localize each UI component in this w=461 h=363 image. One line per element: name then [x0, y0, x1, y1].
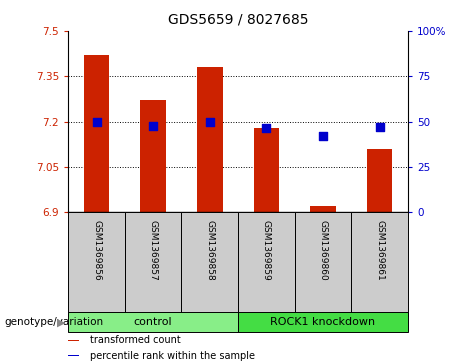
Text: GSM1369857: GSM1369857 [148, 220, 158, 280]
Point [93, 119, 100, 125]
Bar [310, 206, 336, 212]
Text: percentile rank within the sample: percentile rank within the sample [90, 351, 255, 360]
Text: transformed count: transformed count [90, 335, 181, 345]
Bar [238, 312, 408, 332]
Text: GSM1369860: GSM1369860 [319, 220, 328, 280]
Text: GSM1369861: GSM1369861 [375, 220, 384, 280]
Text: control: control [134, 317, 172, 327]
Bar [197, 67, 223, 212]
Bar [238, 212, 295, 316]
Bar [68, 212, 125, 316]
Text: ▶: ▶ [58, 317, 66, 327]
Bar [141, 101, 166, 212]
Bar [182, 212, 238, 316]
Point [206, 119, 213, 125]
Bar [68, 355, 79, 356]
Bar [125, 212, 182, 316]
Point [319, 133, 327, 139]
Bar [367, 149, 392, 212]
Bar [84, 55, 109, 212]
Text: genotype/variation: genotype/variation [5, 317, 104, 327]
Bar [68, 339, 79, 341]
Bar [351, 212, 408, 316]
Text: ROCK1 knockdown: ROCK1 knockdown [271, 317, 376, 327]
Point [263, 125, 270, 131]
Text: GSM1369856: GSM1369856 [92, 220, 101, 280]
Bar [68, 312, 238, 332]
Point [376, 124, 384, 130]
Text: GSM1369859: GSM1369859 [262, 220, 271, 280]
Title: GDS5659 / 8027685: GDS5659 / 8027685 [168, 13, 308, 27]
Bar [295, 212, 351, 316]
Text: GSM1369858: GSM1369858 [205, 220, 214, 280]
Bar [254, 128, 279, 212]
Point [149, 123, 157, 129]
